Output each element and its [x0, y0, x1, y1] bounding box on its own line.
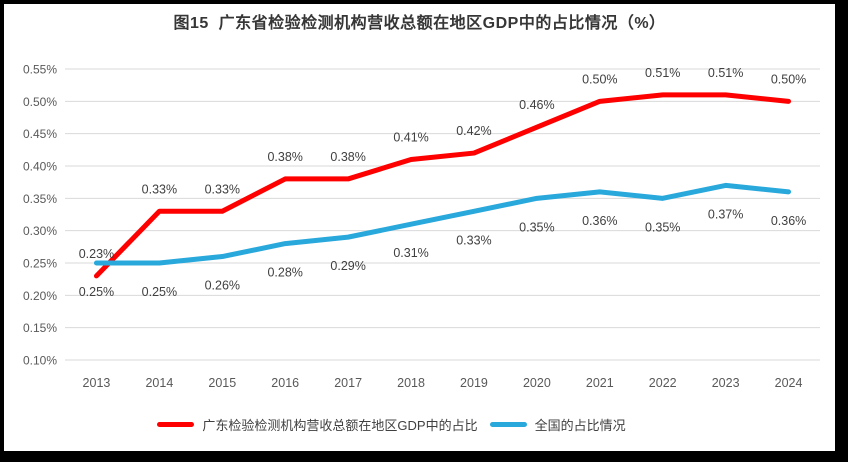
data-label: 0.41% [393, 131, 428, 145]
y-axis-tick-label: 0.35% [23, 192, 57, 206]
y-axis-tick-label: 0.20% [23, 289, 57, 303]
x-axis-tick-label: 2018 [397, 376, 425, 390]
data-label: 0.35% [645, 220, 680, 234]
data-label: 0.33% [205, 182, 240, 196]
x-axis-tick-label: 2023 [712, 376, 740, 390]
data-label: 0.42% [456, 124, 491, 138]
data-label: 0.25% [79, 285, 114, 299]
y-axis-tick-label: 0.45% [23, 127, 57, 141]
series-line-0 [93, 92, 792, 279]
x-axis-tick-label: 2014 [145, 376, 173, 390]
series-line-1 [93, 182, 792, 266]
legend-line-swatch-icon [489, 421, 527, 427]
x-axis-tick-label: 2016 [271, 376, 299, 390]
data-label: 0.31% [393, 246, 428, 260]
data-label: 0.29% [330, 259, 365, 273]
data-label: 0.51% [708, 66, 743, 80]
data-label: 0.38% [330, 150, 365, 164]
data-label: 0.33% [142, 182, 177, 196]
data-label: 0.50% [582, 72, 617, 86]
data-label: 0.50% [771, 72, 806, 86]
chart-title: 图15 广东省检验检测机构营收总额在地区GDP中的占比情况（%） [173, 15, 666, 32]
data-label: 0.35% [519, 220, 554, 234]
legend-item-1: 全国的占比情况 [489, 415, 626, 434]
data-label: 0.38% [267, 150, 302, 164]
x-axis-tick-label: 2013 [83, 376, 111, 390]
y-axis-tick-label: 0.30% [23, 224, 57, 238]
legend-label: 全国的占比情况 [534, 417, 626, 433]
chart-legend: 广东检验检测机构营收总额在地区GDP中的占比 全国的占比情况 [0, 414, 807, 434]
data-label: 0.25% [142, 285, 177, 299]
x-axis-tick-label: 2015 [208, 376, 236, 390]
legend-line-swatch-icon [157, 421, 195, 427]
chart-frame: 图15 广东省检验检测机构营收总额在地区GDP中的占比情况（%） 0.10% 0.… [4, 4, 835, 451]
line-chart-plot-area: 0.10% 0.15% 0.20% 0.25% 0.30% 0.35% 0.40% 0.45%… [23, 63, 820, 390]
y-axis-tick-label: 0.50% [23, 95, 57, 109]
y-axis-tick-label: 0.25% [23, 257, 57, 271]
x-axis-tick-label: 2021 [586, 376, 614, 390]
data-label: 0.37% [708, 207, 743, 221]
data-label: 0.46% [519, 98, 554, 112]
data-label: 0.33% [456, 233, 491, 247]
x-axis-tick-label: 2017 [334, 376, 362, 390]
data-label: 0.26% [205, 279, 240, 293]
y-axis-tick-label: 0.15% [23, 321, 57, 335]
data-label: 0.51% [645, 66, 680, 80]
y-axis-tick-label: 0.55% [23, 63, 57, 77]
x-axis-tick-label: 2020 [523, 376, 551, 390]
data-label: 0.36% [771, 214, 806, 228]
legend-item-0: 广东检验检测机构营收总额在地区GDP中的占比 [157, 415, 478, 434]
x-axis-tick-label: 2024 [775, 376, 803, 390]
y-axis-tick-label: 0.10% [23, 354, 57, 368]
y-axis-tick-label: 0.40% [23, 160, 57, 174]
x-axis-tick-label: 2022 [649, 376, 677, 390]
x-axis-tick-label: 2019 [460, 376, 488, 390]
legend-label: 广东检验检测机构营收总额在地区GDP中的占比 [202, 417, 478, 433]
data-label: 0.23% [79, 247, 114, 261]
data-label: 0.28% [267, 266, 302, 280]
data-label: 0.36% [582, 214, 617, 228]
